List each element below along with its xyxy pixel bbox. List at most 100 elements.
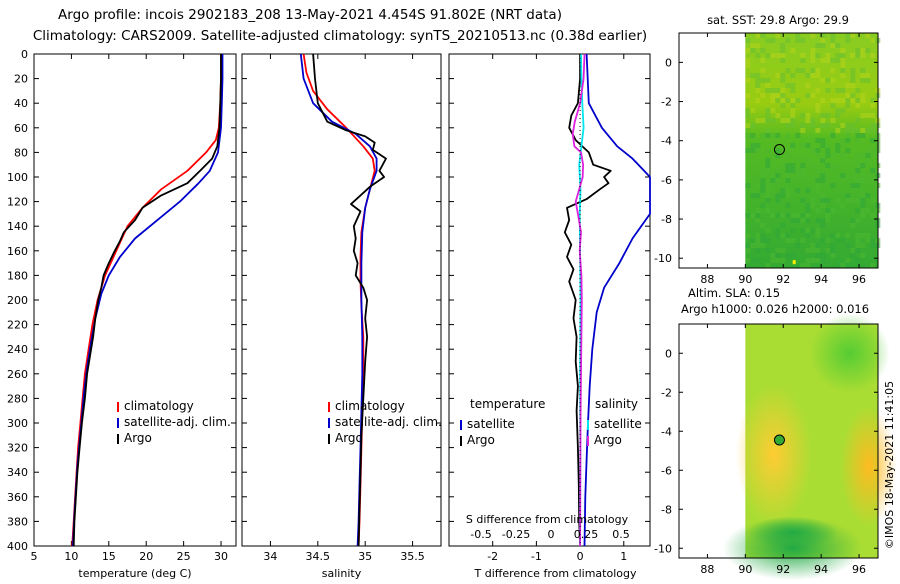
sst-pixel: [820, 143, 826, 148]
sst-pixel: [800, 143, 806, 148]
sst-pixel: [860, 213, 866, 218]
sst-pixel: [795, 158, 801, 163]
sst-pixel: [845, 103, 851, 108]
sst-pixel: [860, 128, 866, 133]
sst_map-x-tick-label: 92: [776, 273, 790, 286]
sst-pixel: [825, 88, 831, 93]
sst-pixel: [860, 193, 866, 198]
sst-pixel: [820, 223, 826, 228]
sst-pixel: [810, 198, 816, 203]
sst-pixel: [840, 153, 846, 158]
sst_map-y-tick-label: -8: [661, 213, 672, 226]
sst-pixel: [845, 93, 851, 98]
sla-low-anomaly: [747, 516, 838, 549]
sst-pixel: [755, 83, 761, 88]
sst-pixel: [840, 143, 846, 148]
sst-pixel: [785, 153, 791, 158]
sst-pixel: [815, 108, 821, 113]
sst-pixel: [775, 193, 781, 198]
sst-pixel: [800, 228, 806, 233]
sst-pixel: [815, 53, 821, 58]
sst-pixel: [860, 163, 866, 168]
sst-pixel: [805, 118, 811, 123]
sst-pixel: [860, 68, 866, 73]
sst-pixel: [820, 123, 826, 128]
sst-pixel: [855, 138, 861, 143]
sst-pixel: [785, 163, 791, 168]
sst-pixel: [760, 68, 766, 73]
sst-pixel: [775, 168, 781, 173]
sst-pixel: [780, 193, 786, 198]
sst-pixel: [870, 213, 876, 218]
sst-pixel: [755, 33, 761, 38]
sst-pixel: [765, 133, 771, 138]
sst-pixel: [780, 93, 786, 98]
sst-pixel: [800, 123, 806, 128]
sst-pixel: [765, 158, 771, 163]
sst-pixel: [815, 148, 821, 153]
sst-pixel: [755, 98, 761, 103]
difference-s-tick-label: -0.5: [470, 528, 491, 541]
sst-pixel: [835, 238, 841, 243]
sst-pixel: [815, 103, 821, 108]
sst-pixel: [780, 98, 786, 103]
sst-pixel: [850, 68, 856, 73]
sst-pixel: [770, 173, 776, 178]
sla_map-x-tick-label: 92: [776, 563, 790, 576]
sst-pixel: [850, 123, 856, 128]
sst-pixel: [870, 128, 876, 133]
sst-pixel: [765, 83, 771, 88]
sst-pixel: [800, 53, 806, 58]
salinity-x-tick-label: 34.5: [306, 550, 331, 563]
sst-pixel: [780, 248, 786, 253]
sst-pixel: [835, 143, 841, 148]
sst-pixel: [760, 133, 766, 138]
sst-pixel: [745, 243, 751, 248]
sst-pixel: [870, 103, 876, 108]
sst-pixel: [775, 258, 781, 263]
sst-pixel: [795, 38, 801, 43]
sst-pixel: [805, 188, 811, 193]
temperature-y-tick-label: 240: [7, 343, 28, 356]
sst-pixel: [870, 238, 876, 243]
sst-pixel: [775, 88, 781, 93]
sst-pixel: [810, 118, 816, 123]
sst_map-x-tick-label: 90: [738, 273, 752, 286]
sst-pixel: [760, 223, 766, 228]
sst-pixel: [780, 258, 786, 263]
sst-pixel: [855, 133, 861, 138]
difference-series-temperature-argo: [563, 54, 612, 547]
sst-pixel: [775, 148, 781, 153]
sst-pixel: [840, 68, 846, 73]
temperature-y-tick-label: 60: [14, 122, 28, 135]
sst-pixel: [855, 198, 861, 203]
sst-pixel: [835, 58, 841, 63]
sst-pixel: [850, 248, 856, 253]
sst-pixel: [785, 168, 791, 173]
sst-pixel: [780, 48, 786, 53]
sst-pixel: [825, 213, 831, 218]
sst-pixel: [850, 33, 856, 38]
sst-pixel: [835, 98, 841, 103]
sst-pixel: [790, 83, 796, 88]
sst-pixel: [805, 158, 811, 163]
temperature-y-tick-label: 200: [7, 294, 28, 307]
sst-pixel: [830, 253, 836, 258]
sst-pixel: [840, 173, 846, 178]
sst-pixel: [835, 43, 841, 48]
sst-pixel: [850, 73, 856, 78]
temperature-panel: 5 10 15 20 25 30 temperature (deg C) 0 20 40 60 80 1…: [7, 48, 237, 580]
sst-pixel: [765, 38, 771, 43]
difference-legend-label: satellite: [594, 417, 642, 431]
sst-pixel: [860, 243, 866, 248]
sst-pixel: [775, 93, 781, 98]
sst-pixel: [820, 218, 826, 223]
sst-pixel: [850, 83, 856, 88]
sst-pixel: [810, 163, 816, 168]
temperature-x-tick-label: 5: [31, 550, 38, 563]
sst-pixel: [845, 243, 851, 248]
difference-legend-label: Argo: [467, 433, 495, 447]
sla_map-y-tick-label: -2: [661, 386, 672, 399]
sst-pixel: [825, 163, 831, 168]
